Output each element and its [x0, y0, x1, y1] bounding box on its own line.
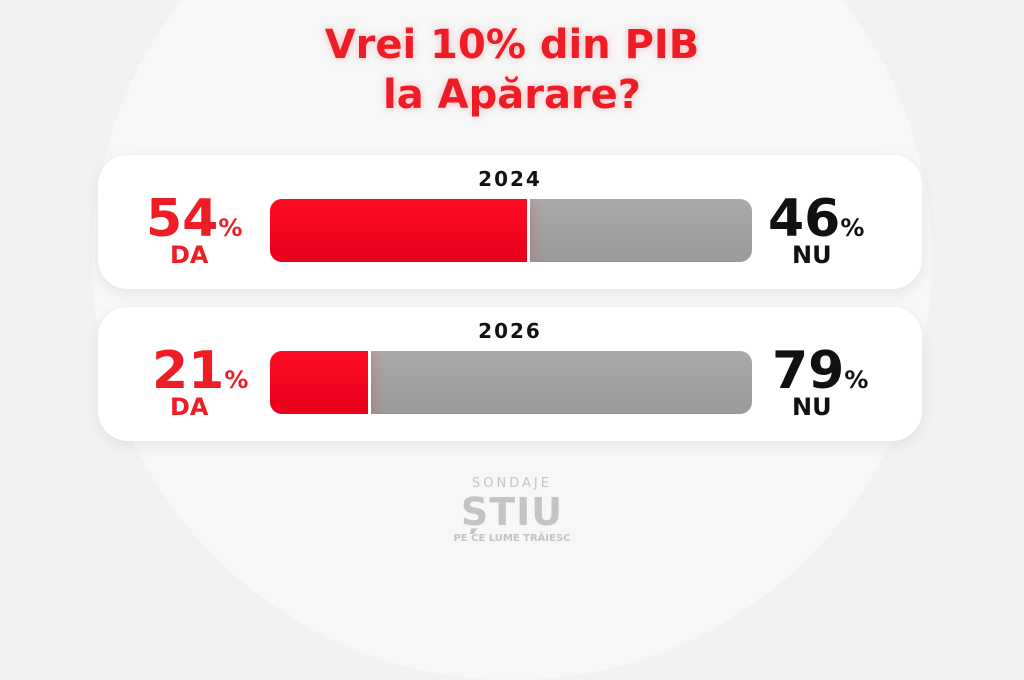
no-percent: 46% — [768, 189, 865, 249]
yes-percent: 54% — [146, 189, 243, 249]
no-label: NU — [792, 393, 832, 421]
yes-label: DA — [170, 393, 209, 421]
chart-title: Vrei 10% din PIB la Apărare? — [0, 20, 1024, 120]
year-label: 2026 — [478, 319, 542, 343]
yes-bar — [270, 351, 372, 414]
yes-percent: 21% — [152, 341, 249, 401]
no-label: NU — [792, 241, 832, 269]
yes-bar — [270, 199, 531, 262]
title-line-2: la Apărare? — [383, 72, 641, 118]
yes-label: DA — [170, 241, 209, 269]
year-label: 2024 — [478, 167, 542, 191]
title-line-1: Vrei 10% din PIB — [324, 22, 700, 68]
bar-track — [270, 351, 752, 414]
no-percent: 79% — [772, 341, 869, 401]
poll-card-2024: 2024 54% DA 46% NU — [98, 155, 922, 289]
logo-top-text: SONDAJE — [472, 476, 552, 491]
logo-sub-text: PE CE LUME TRĂIESC — [453, 533, 571, 544]
bar-track — [270, 199, 752, 262]
logo-main-text: ȘTIU — [460, 490, 564, 534]
poll-card-2026: 2026 21% DA 79% NU — [98, 307, 922, 441]
